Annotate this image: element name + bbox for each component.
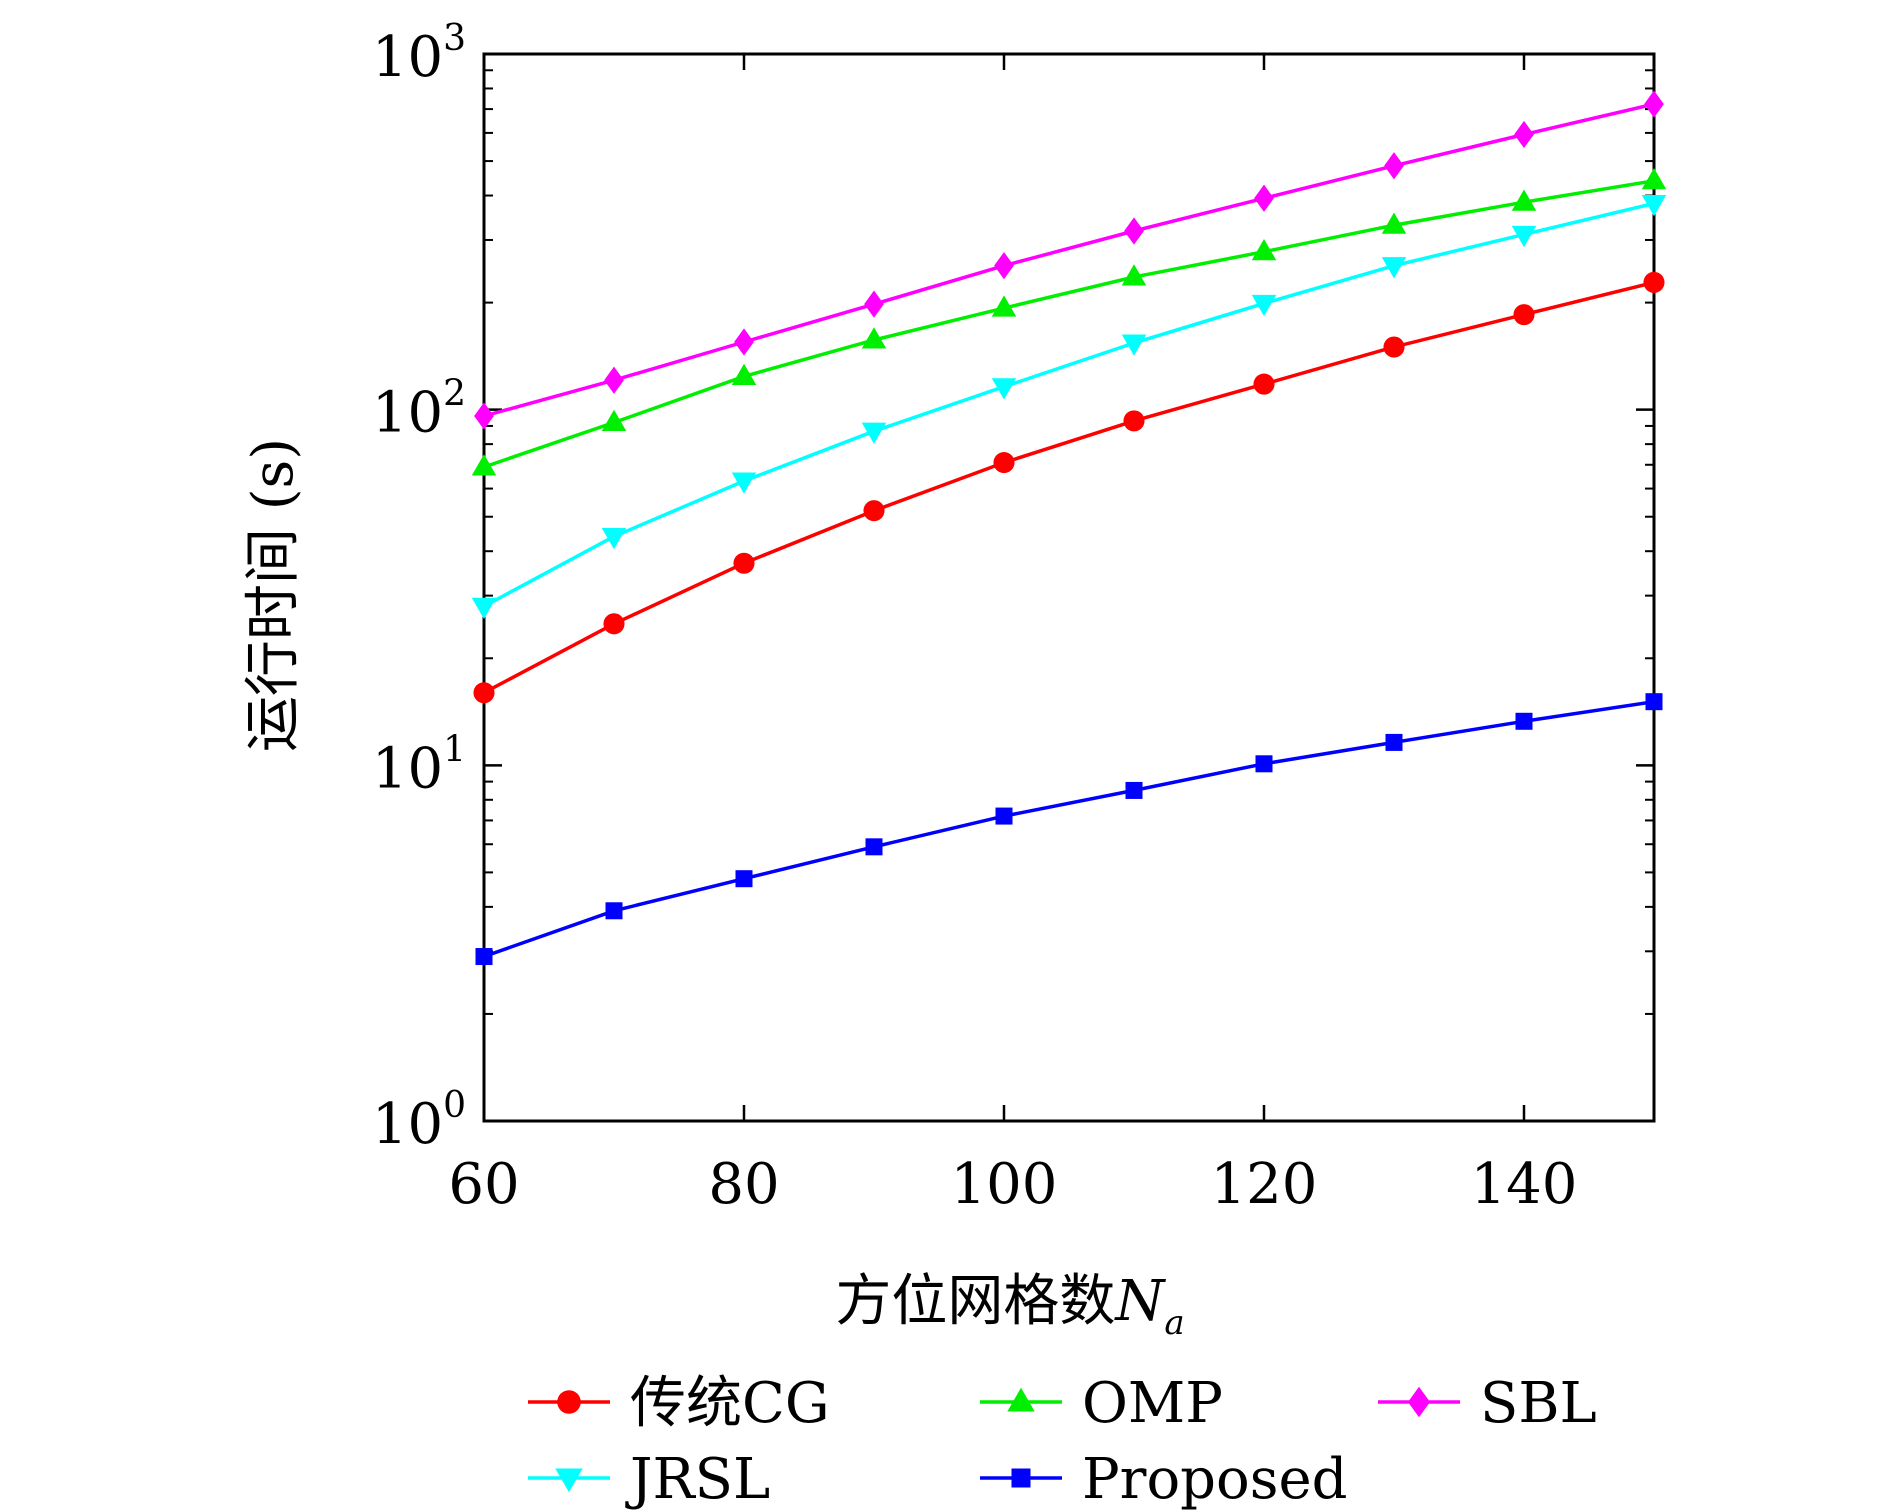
- x-tick-label: 80: [708, 1152, 779, 1217]
- data-point: [991, 295, 1017, 317]
- data-point: [601, 527, 627, 550]
- series-square: [475, 693, 1663, 966]
- legend-item: 传统CG: [528, 1371, 830, 1436]
- legend-item: OMP: [980, 1371, 1223, 1436]
- data-point: [1641, 194, 1667, 217]
- x-axis-title: 方位网格数Na: [835, 1269, 1184, 1343]
- data-point: [733, 552, 755, 574]
- legend-label: Proposed: [1082, 1447, 1347, 1512]
- legend-marker: [1011, 1468, 1031, 1488]
- x-tick-label: 60: [448, 1152, 519, 1217]
- x-tick-label: 100: [951, 1152, 1058, 1217]
- data-point: [1254, 184, 1274, 212]
- data-point: [1124, 217, 1144, 245]
- y-axis: 100 101 102 103: [372, 18, 1654, 1157]
- legend-marker: [1407, 1386, 1431, 1418]
- data-point: [1253, 373, 1275, 395]
- legend-item: JRSL: [528, 1447, 770, 1512]
- legend-marker: [557, 1390, 581, 1414]
- x-tick-label: 120: [1211, 1152, 1318, 1217]
- data-point: [1381, 257, 1407, 279]
- x-axis-title-symbol: N: [1113, 1269, 1166, 1334]
- legend-marker: [1007, 1387, 1035, 1412]
- data-point: [1515, 712, 1533, 730]
- plot-frame: [482, 52, 1656, 1123]
- y-tick-label: 100: [372, 1085, 466, 1157]
- data-point: [604, 366, 624, 394]
- data-point: [1251, 238, 1277, 261]
- legend-label: OMP: [1082, 1371, 1223, 1436]
- data-point: [1251, 294, 1277, 317]
- data-point: [471, 597, 497, 620]
- x-axis: 60 80 100 120 140: [448, 54, 1577, 1217]
- data-point: [1641, 168, 1667, 190]
- data-point: [1384, 152, 1404, 180]
- y-tick-label: 103: [372, 18, 466, 90]
- series-triangle-down: [471, 194, 1667, 620]
- data-point: [473, 682, 495, 704]
- data-point: [734, 328, 754, 356]
- plot-area: [482, 52, 1656, 1123]
- data-point: [1385, 733, 1403, 751]
- data-point: [735, 870, 753, 888]
- data-point: [861, 422, 887, 444]
- data-point: [1255, 755, 1273, 773]
- legend-label: SBL: [1480, 1371, 1597, 1436]
- data-point: [601, 409, 627, 432]
- data-point: [603, 613, 625, 635]
- series-line: [483, 201, 1655, 608]
- x-tick-label: 140: [1471, 1152, 1578, 1217]
- data-point: [1123, 410, 1145, 432]
- data-point: [865, 838, 883, 856]
- data-point: [993, 452, 1015, 474]
- series-line: [483, 102, 1655, 418]
- data-point: [1644, 90, 1664, 118]
- series-triangle-up: [471, 168, 1667, 476]
- data-point: [861, 327, 887, 349]
- data-point: [1514, 120, 1534, 149]
- data-point: [474, 402, 494, 430]
- y-tick-label: 101: [372, 729, 466, 801]
- data-point: [475, 948, 493, 966]
- legend: 传统CG OMP SBL JRSL Proposed: [528, 1371, 1597, 1512]
- data-point: [731, 472, 757, 494]
- data-point: [991, 378, 1017, 400]
- legend-item: SBL: [1378, 1371, 1597, 1436]
- series-line: [483, 179, 1655, 469]
- data-point: [994, 252, 1014, 280]
- legend-label: JRSL: [625, 1447, 770, 1512]
- x-axis-title-text: 方位网格数: [835, 1269, 1115, 1334]
- series-circle: [473, 271, 1665, 704]
- data-point: [1643, 271, 1665, 293]
- data-point: [731, 363, 757, 385]
- data-point: [1511, 225, 1537, 248]
- data-point: [864, 290, 884, 318]
- series-line: [483, 699, 1655, 959]
- data-point: [863, 500, 885, 522]
- legend-label: 传统CG: [630, 1371, 830, 1436]
- series-line: [483, 280, 1655, 695]
- data-point: [1511, 189, 1537, 211]
- data-point: [1513, 304, 1535, 326]
- data-point: [605, 902, 623, 920]
- legend-marker: [555, 1468, 583, 1493]
- data-point: [1121, 334, 1147, 356]
- data-point: [1121, 264, 1147, 286]
- data-point: [1645, 693, 1663, 711]
- x-axis-title-subscript: a: [1164, 1303, 1184, 1343]
- data-point: [995, 807, 1013, 825]
- y-tick-label: 102: [372, 374, 466, 446]
- data-point: [471, 454, 497, 476]
- legend-item: Proposed: [980, 1447, 1347, 1512]
- series-layer: [471, 90, 1667, 966]
- series-diamond: [474, 90, 1664, 430]
- data-point: [1125, 781, 1143, 799]
- data-point: [1383, 336, 1405, 358]
- data-point: [1381, 212, 1407, 234]
- y-axis-title: 运行时间 (s): [241, 438, 306, 752]
